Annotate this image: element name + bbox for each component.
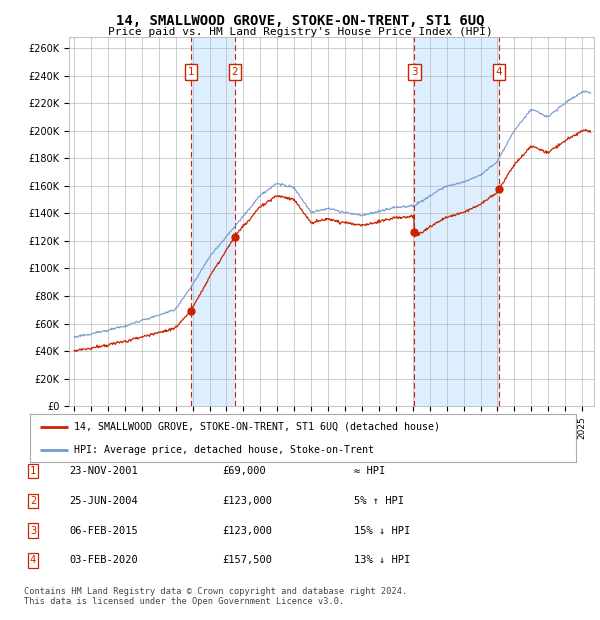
Text: £157,500: £157,500 — [222, 556, 272, 565]
Text: 2: 2 — [232, 67, 238, 78]
Text: 1: 1 — [188, 67, 194, 78]
Text: 03-FEB-2020: 03-FEB-2020 — [69, 556, 138, 565]
Text: Contains HM Land Registry data © Crown copyright and database right 2024.
This d: Contains HM Land Registry data © Crown c… — [24, 587, 407, 606]
Text: 2: 2 — [30, 496, 36, 506]
Text: £69,000: £69,000 — [222, 466, 266, 476]
Text: 5% ↑ HPI: 5% ↑ HPI — [354, 496, 404, 506]
Text: Price paid vs. HM Land Registry's House Price Index (HPI): Price paid vs. HM Land Registry's House … — [107, 27, 493, 37]
Text: 1: 1 — [30, 466, 36, 476]
Text: 25-JUN-2004: 25-JUN-2004 — [69, 496, 138, 506]
Text: ≈ HPI: ≈ HPI — [354, 466, 385, 476]
Text: HPI: Average price, detached house, Stoke-on-Trent: HPI: Average price, detached house, Stok… — [74, 445, 374, 455]
Text: £123,000: £123,000 — [222, 496, 272, 506]
Text: 3: 3 — [411, 67, 418, 78]
Text: 3: 3 — [30, 526, 36, 536]
Text: 4: 4 — [30, 556, 36, 565]
Text: 06-FEB-2015: 06-FEB-2015 — [69, 526, 138, 536]
Text: 14, SMALLWOOD GROVE, STOKE-ON-TRENT, ST1 6UQ: 14, SMALLWOOD GROVE, STOKE-ON-TRENT, ST1… — [116, 14, 484, 28]
Bar — [191, 37, 235, 406]
Text: 13% ↓ HPI: 13% ↓ HPI — [354, 556, 410, 565]
Text: 23-NOV-2001: 23-NOV-2001 — [69, 466, 138, 476]
Text: 4: 4 — [496, 67, 502, 78]
Text: 15% ↓ HPI: 15% ↓ HPI — [354, 526, 410, 536]
Text: £123,000: £123,000 — [222, 526, 272, 536]
Text: 14, SMALLWOOD GROVE, STOKE-ON-TRENT, ST1 6UQ (detached house): 14, SMALLWOOD GROVE, STOKE-ON-TRENT, ST1… — [74, 422, 440, 432]
Bar — [415, 37, 499, 406]
